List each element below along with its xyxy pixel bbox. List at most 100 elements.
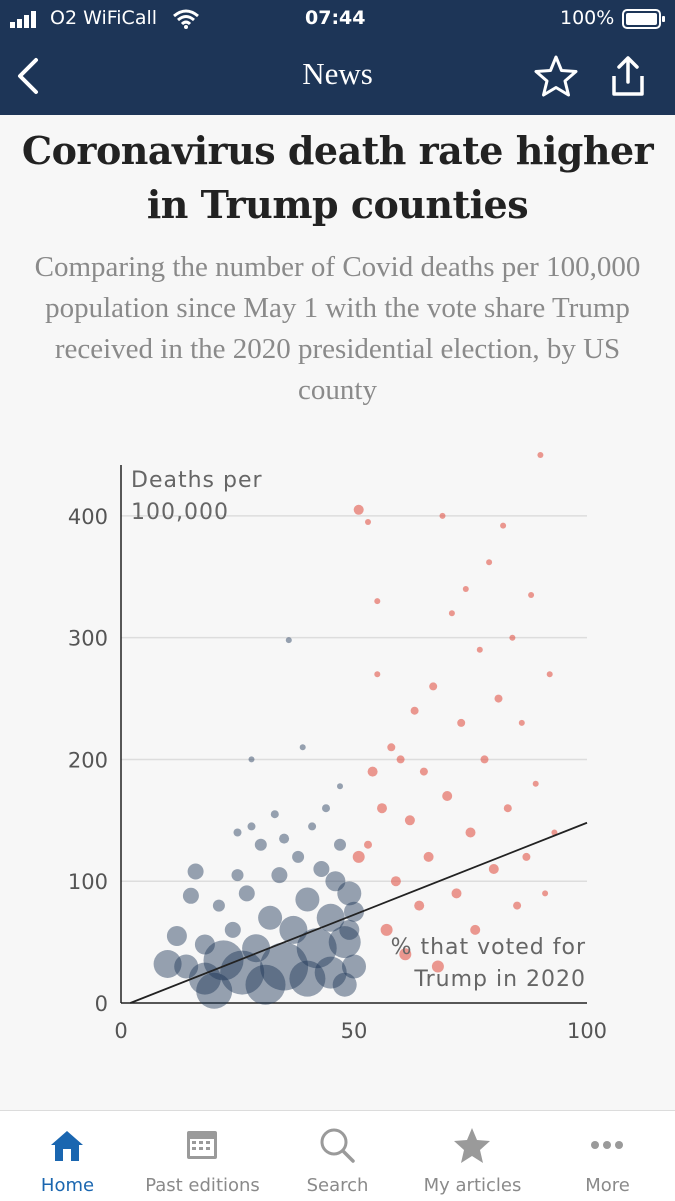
data-point-other <box>174 954 199 979</box>
data-point-other <box>295 887 320 912</box>
data-point-other <box>220 950 265 995</box>
tab-home[interactable]: Home <box>0 1111 135 1201</box>
data-point-trump <box>414 900 425 911</box>
data-point-trump <box>476 646 483 653</box>
calendar-icon <box>187 1131 217 1159</box>
tab-bar: Home Past editions Search My articles Mo… <box>0 1110 675 1201</box>
data-point-trump <box>503 804 512 813</box>
y-axis-label: 100,000 <box>131 500 229 525</box>
data-point-other <box>166 926 187 946</box>
data-point-trump <box>429 682 438 691</box>
tab-search-label: Search <box>306 1175 369 1196</box>
data-point-trump <box>377 803 387 814</box>
tab-search[interactable]: Search <box>270 1111 405 1201</box>
data-point-other <box>238 885 255 902</box>
data-point-other <box>279 915 308 944</box>
data-point-trump <box>390 876 401 887</box>
data-point-other <box>328 926 361 959</box>
data-point-trump <box>465 827 476 838</box>
tab-past-editions-label: Past editions <box>145 1175 260 1196</box>
article-subheading: Comparing the number of Covid deaths per… <box>34 251 641 406</box>
data-point-trump <box>364 840 372 849</box>
bookmark-button[interactable] <box>532 52 580 100</box>
data-point-trump <box>470 924 481 935</box>
data-point-trump <box>494 694 503 703</box>
data-point-other <box>292 850 305 863</box>
carrier-label: O2 WiFiCall <box>50 7 158 29</box>
data-point-other <box>337 783 343 790</box>
data-point-other <box>332 972 357 997</box>
data-point-trump <box>439 512 446 519</box>
data-point-trump <box>387 743 396 752</box>
signal-icon <box>10 11 36 28</box>
tab-my-articles[interactable]: My articles <box>405 1111 540 1201</box>
share-button[interactable] <box>604 52 652 100</box>
data-point-other <box>153 950 182 978</box>
x-tick-label: 50 <box>341 1019 368 1043</box>
x-tick-label: 100 <box>567 1019 607 1043</box>
data-point-other <box>233 828 242 837</box>
data-point-trump <box>396 755 405 764</box>
data-point-trump <box>509 634 516 641</box>
tab-past-editions[interactable]: Past editions <box>135 1111 270 1201</box>
data-point-trump <box>352 850 365 863</box>
data-point-trump <box>537 452 544 458</box>
x-axis-label: % that voted for <box>391 935 586 960</box>
data-point-trump <box>546 671 553 678</box>
data-point-trump <box>374 598 381 605</box>
data-point-trump <box>462 586 469 592</box>
data-point-trump <box>404 815 415 826</box>
data-point-other <box>314 956 347 989</box>
data-point-other <box>270 810 279 819</box>
data-point-trump <box>486 559 493 566</box>
data-point-other <box>337 881 362 906</box>
data-point-trump <box>457 718 466 727</box>
data-point-trump <box>480 755 489 764</box>
tab-my-articles-label: My articles <box>423 1175 522 1196</box>
data-point-trump <box>522 852 531 861</box>
data-point-other <box>245 964 286 1005</box>
data-point-other <box>339 919 360 940</box>
data-point-other <box>334 838 346 851</box>
data-point-other <box>342 954 366 979</box>
data-point-other <box>196 972 233 1009</box>
data-point-other <box>299 744 306 751</box>
data-point-trump <box>528 592 535 598</box>
status-bar: O2 WiFiCall 07:44 100% <box>0 0 675 38</box>
y-tick-label: 300 <box>68 627 108 651</box>
data-point-other <box>313 861 330 877</box>
data-point-trump <box>551 829 558 836</box>
x-tick-label: 0 <box>114 1019 127 1043</box>
data-point-trump <box>448 610 455 617</box>
tab-home-label: Home <box>40 1175 95 1196</box>
data-point-other <box>247 822 256 831</box>
data-point-trump <box>518 719 525 726</box>
y-axis-label: Deaths per <box>131 468 263 493</box>
data-point-other <box>258 905 283 930</box>
nav-title: News <box>302 56 373 91</box>
data-point-other <box>325 871 346 892</box>
data-point-other <box>182 887 199 904</box>
y-tick-label: 100 <box>68 870 108 894</box>
y-tick-label: 200 <box>68 748 108 772</box>
more-dots-icon <box>591 1141 623 1149</box>
data-point-trump <box>532 780 539 787</box>
data-point-trump <box>399 948 412 961</box>
data-point-trump <box>488 864 499 874</box>
share-icon <box>612 56 644 96</box>
data-point-other <box>279 833 290 844</box>
back-button[interactable] <box>6 52 54 100</box>
time-label: 07:44 <box>305 7 366 29</box>
data-point-other <box>254 838 267 851</box>
battery-icon <box>622 9 665 29</box>
data-point-other <box>289 960 326 997</box>
data-point-other <box>212 899 225 912</box>
tab-more-label: More <box>585 1175 630 1196</box>
data-point-other <box>260 942 309 991</box>
data-point-other <box>271 867 288 884</box>
y-tick-label: 0 <box>95 992 108 1016</box>
data-point-other <box>224 921 241 938</box>
data-point-other <box>194 934 215 955</box>
chevron-left-icon <box>18 58 38 94</box>
tab-more[interactable]: More <box>540 1111 675 1201</box>
